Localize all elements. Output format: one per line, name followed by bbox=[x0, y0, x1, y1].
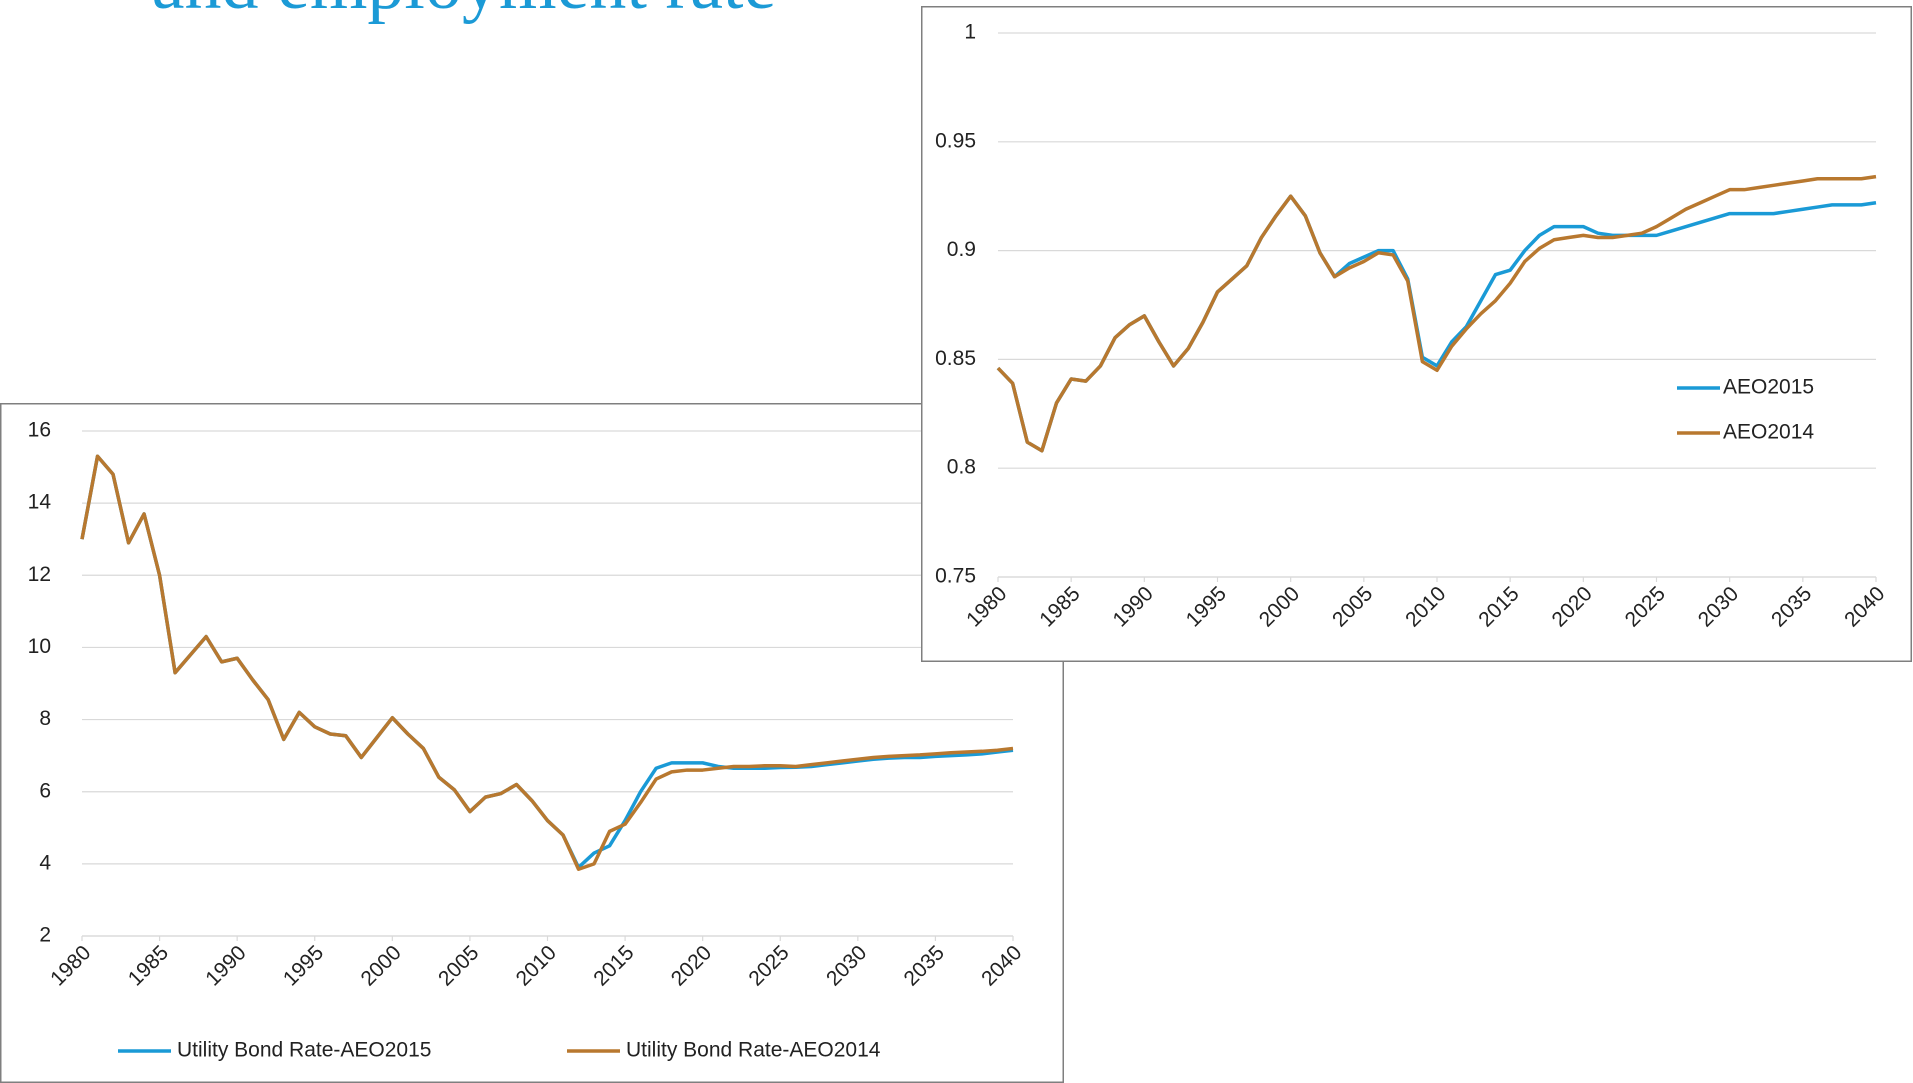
series-line bbox=[996, 174, 1877, 453]
series-line bbox=[80, 454, 1014, 872]
legend-label: Utility Bond Rate-AEO2015 bbox=[177, 1039, 431, 1062]
slide-heading: and employment rate bbox=[152, 0, 777, 25]
legend-label: AEO2014 bbox=[1723, 421, 1814, 444]
chart-frame bbox=[0, 403, 1064, 1083]
y-tick-label: 0.8 bbox=[947, 456, 976, 479]
y-tick-label: 6 bbox=[39, 779, 51, 802]
y-tick-label: 4 bbox=[39, 851, 51, 874]
y-tick-label: 0.85 bbox=[935, 347, 976, 370]
y-tick-label: 10 bbox=[28, 635, 51, 658]
y-tick-label: 1 bbox=[964, 21, 976, 44]
y-tick-label: 0.75 bbox=[935, 565, 976, 588]
y-tick-label: 16 bbox=[28, 419, 51, 442]
y-tick-label: 2 bbox=[39, 924, 51, 947]
y-tick-label: 12 bbox=[28, 563, 51, 586]
y-tick-label: 0.95 bbox=[935, 129, 976, 152]
y-tick-label: 8 bbox=[39, 707, 51, 730]
legend-label: Utility Bond Rate-AEO2014 bbox=[626, 1039, 881, 1062]
y-tick-label: 14 bbox=[28, 491, 52, 514]
y-tick-label: 0.9 bbox=[947, 238, 976, 261]
legend-label: AEO2015 bbox=[1723, 376, 1814, 399]
